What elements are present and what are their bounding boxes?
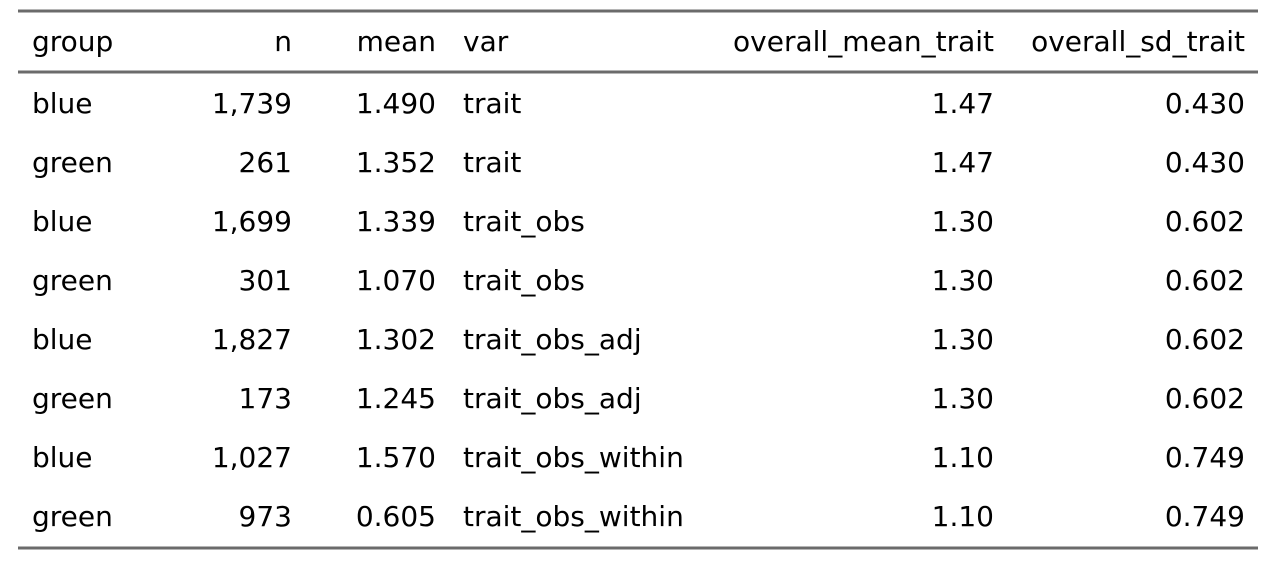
cell: 1.245 (356, 382, 436, 415)
cell: 0.749 (1165, 500, 1245, 533)
cell: 1.30 (932, 382, 994, 415)
cell: green (32, 264, 113, 297)
cell: 0.430 (1165, 146, 1245, 179)
header-cell: n (274, 25, 292, 58)
cell: 1.30 (932, 323, 994, 356)
cell: trait_obs_within (463, 441, 684, 474)
cell: 1.570 (356, 441, 436, 474)
cell: 1.47 (932, 146, 994, 179)
cell: 1,027 (212, 441, 292, 474)
cell: trait_obs_adj (463, 323, 642, 356)
cell: 1.302 (356, 323, 436, 356)
cell: 261 (239, 146, 292, 179)
header-cell: overall_mean_trait (733, 25, 994, 58)
cell: trait_obs (463, 205, 585, 238)
cell: 973 (239, 500, 292, 533)
cell: 1.490 (356, 87, 436, 120)
cell: 0.430 (1165, 87, 1245, 120)
cell: green (32, 382, 113, 415)
cell: 0.605 (356, 500, 436, 533)
cell: 1.10 (932, 441, 994, 474)
cell: 0.602 (1165, 323, 1245, 356)
header-cell: overall_sd_trait (1031, 25, 1245, 58)
cell: blue (32, 87, 93, 120)
cell: blue (32, 323, 93, 356)
cell: 0.602 (1165, 264, 1245, 297)
cell: 0.749 (1165, 441, 1245, 474)
cell: trait_obs (463, 264, 585, 297)
cell: 1.47 (932, 87, 994, 120)
cell: 173 (239, 382, 292, 415)
cell: blue (32, 205, 93, 238)
cell: green (32, 500, 113, 533)
cell: trait (463, 87, 521, 120)
cell: 1.339 (356, 205, 436, 238)
cell: 1.10 (932, 500, 994, 533)
cell: 1.070 (356, 264, 436, 297)
cell: 1.30 (932, 264, 994, 297)
cell: green (32, 146, 113, 179)
cell: 1.352 (356, 146, 436, 179)
header-cell: group (32, 25, 113, 58)
cell: 1,699 (212, 205, 292, 238)
header-cell: mean (357, 25, 436, 58)
cell: 0.602 (1165, 382, 1245, 415)
cell: 0.602 (1165, 205, 1245, 238)
cell: 1,827 (212, 323, 292, 356)
cell: blue (32, 441, 93, 474)
cell: 1.30 (932, 205, 994, 238)
cell: trait (463, 146, 521, 179)
cell: trait_obs_adj (463, 382, 642, 415)
header-cell: var (463, 25, 509, 58)
cell: trait_obs_within (463, 500, 684, 533)
cell: 1,739 (212, 87, 292, 120)
cell: 301 (239, 264, 292, 297)
